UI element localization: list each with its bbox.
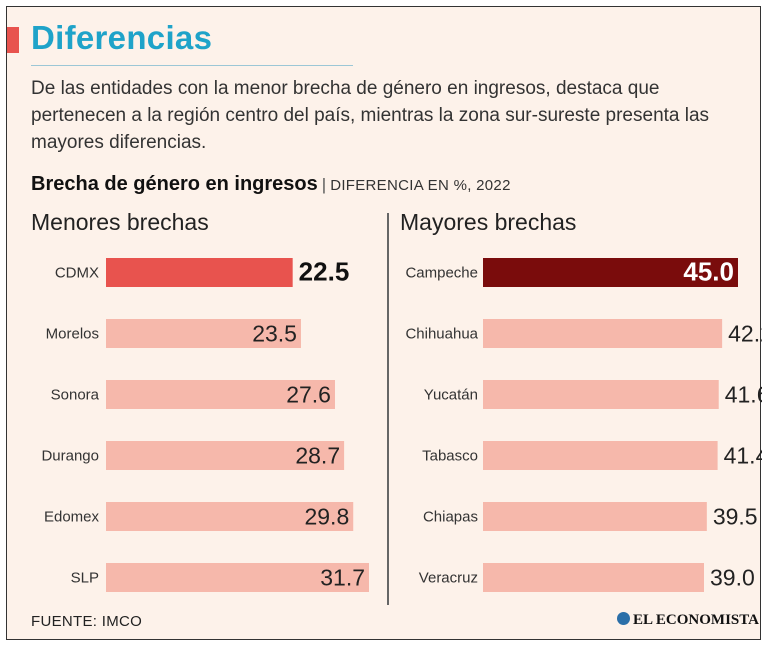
bar-left [106,380,335,409]
chart-title: Brecha de género en ingresos [31,173,318,195]
bar-right [483,380,719,409]
bar-right [483,441,718,470]
value-label-right: 41.4 [724,443,762,469]
logo-icon [617,612,630,625]
value-label-left: 28.7 [295,443,340,469]
chart-unit: DIFERENCIA EN %, 2022 [330,177,511,194]
category-label-left: Morelos [46,326,99,343]
page-title: Diferencias [31,19,213,56]
value-label-right: 41.6 [725,382,762,408]
title-underline [31,65,353,66]
heading-separator: | [321,175,327,194]
bar-right [483,319,723,348]
source-note: FUENTE: IMCO [31,613,143,630]
category-label-left: Sonora [51,387,100,404]
value-label-left: 23.5 [252,321,297,347]
category-label-right: Tabasco [422,448,478,465]
category-label-right: Chiapas [423,509,478,526]
logo-text: EL ECONOMISTA [633,612,759,628]
category-label-left: Durango [41,448,99,465]
category-label-right: Chihuahua [405,326,478,343]
bar-left [106,258,293,287]
bar-left [106,319,301,348]
category-label-left: Edomex [44,509,100,526]
value-label-left: 29.8 [304,504,349,530]
right-panel-title: Mayores brechas [400,209,577,235]
bar-right [483,502,707,531]
left-panel-title: Menores brechas [31,209,209,235]
title-accent-bar [7,27,19,53]
value-label-right: 45.0 [683,257,734,287]
infographic-card: Diferencias De las entidades con la meno… [6,6,762,640]
bar-left [106,441,345,470]
bar-left [106,563,369,592]
intro-text: De las entidades con la menor brecha de … [31,78,710,153]
publisher-logo: EL ECONOMISTA [617,612,759,629]
category-label-right: Yucatán [424,387,478,404]
value-label-right: 39.0 [710,565,755,591]
category-label-left: SLP [71,570,99,587]
panel-divider [387,213,389,605]
value-label-left: 31.7 [320,565,365,591]
bar-left [106,502,354,531]
value-label-left: 22.5 [299,257,350,287]
category-label-right: Campeche [405,265,478,282]
category-label-left: CDMX [55,265,99,282]
category-label-right: Veracruz [419,570,478,587]
chart-heading: Brecha de género en ingresos | DIFERENCIA … [31,173,511,196]
bar-charts: CDMX 22.5 Morelos 23.5 Sonora 27.6 Durango 28.7… [41,257,762,592]
value-label-right: 39.5 [713,504,758,530]
value-label-left: 27.6 [286,382,331,408]
bar-right [483,258,738,287]
bar-right [483,563,704,592]
value-label-right: 42.2 [728,321,762,347]
